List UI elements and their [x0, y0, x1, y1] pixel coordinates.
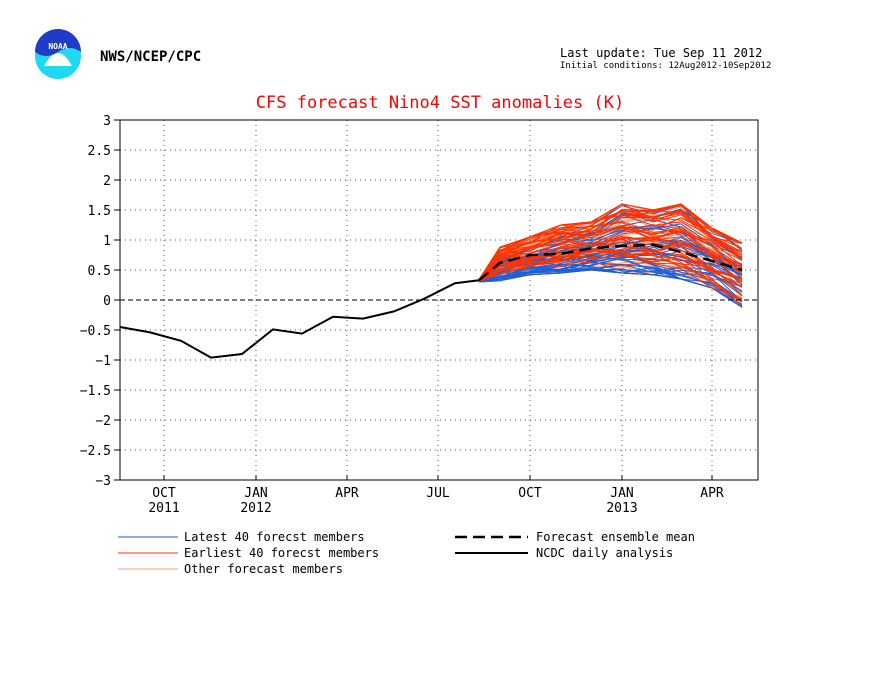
- x-tick-label: JAN: [610, 486, 633, 501]
- last-update-label: Last update: Tue Sep 11 2012: [560, 46, 762, 60]
- member-line-earliest: [478, 211, 743, 281]
- y-tick-label: −1.5: [80, 384, 111, 399]
- grid-layer: [120, 120, 758, 480]
- member-line-earliest: [478, 209, 743, 282]
- y-tick-label: 2.5: [88, 144, 111, 159]
- member-line-latest: [478, 250, 743, 283]
- legend-label-other: Other forecast members: [184, 562, 343, 576]
- agency-label: NWS/NCEP/CPC: [100, 49, 201, 65]
- member-line-earliest: [478, 242, 743, 282]
- observed-series-line: [119, 279, 480, 359]
- legend-label-mean: Forecast ensemble mean: [536, 530, 695, 544]
- legend-label-observed: NCDC daily analysis: [536, 546, 673, 560]
- y-tick-label: −2.5: [80, 444, 111, 459]
- y-tick-label: −3: [95, 474, 111, 489]
- plot-frame: [119, 119, 759, 481]
- y-tick-label: 3: [103, 114, 111, 129]
- legend-label-earliest: Earliest 40 forecst members: [184, 546, 379, 560]
- x-tick-label: JAN: [244, 486, 267, 501]
- legend-label-latest: Latest 40 forecst members: [184, 530, 365, 544]
- y-tick-label: −1: [95, 354, 111, 369]
- x-tick-year-label: 2013: [606, 501, 637, 516]
- x-tick-label: OCT: [152, 486, 176, 501]
- x-tick-label: OCT: [518, 486, 542, 501]
- initial-conditions-label: Initial conditions: 12Aug2012-10Sep2012: [560, 61, 771, 71]
- member-line-earliest: [478, 230, 743, 281]
- noaa-logo: NOAA: [35, 29, 81, 79]
- y-axis-ticks: −3 −2.5 −2 −1.5 −1 −0.5 0 0.5 1 1.5 2 2.5 3: [80, 114, 120, 489]
- forecast-members: [478, 203, 743, 308]
- y-tick-label: 2: [103, 174, 111, 189]
- member-line-earliest: [478, 249, 743, 307]
- member-line-earliest: [478, 248, 743, 299]
- legend: Latest 40 forecst members Earliest 40 fo…: [118, 530, 695, 576]
- x-tick-label: APR: [335, 486, 359, 501]
- ensemble-mean-line: [478, 243, 743, 282]
- x-tick-label: APR: [700, 486, 724, 501]
- x-tick-year-label: 2011: [148, 501, 179, 516]
- member-line-latest: [478, 257, 743, 301]
- chart-title: CFS forecast Nino4 SST anomalies (K): [256, 93, 624, 113]
- y-tick-label: −0.5: [80, 324, 111, 339]
- y-tick-label: −2: [95, 414, 111, 429]
- x-tick-year-label: 2012: [240, 501, 271, 516]
- logo-sky: [35, 29, 81, 56]
- y-tick-label: 1: [103, 234, 111, 249]
- member-line-earliest: [478, 227, 743, 281]
- logo-gull: [44, 53, 72, 66]
- y-tick-label: 0: [103, 294, 111, 309]
- logo-text: NOAA: [48, 42, 67, 51]
- member-line-earliest: [478, 203, 743, 280]
- y-tick-label: 0.5: [88, 264, 111, 279]
- member-line-earliest: [478, 214, 743, 281]
- member-line-earliest: [478, 209, 743, 281]
- x-tick-label: JUL: [426, 486, 450, 501]
- member-line-latest: [478, 267, 743, 308]
- member-line-earliest: [478, 237, 743, 285]
- y-tick-label: 1.5: [88, 204, 111, 219]
- member-line-earliest: [478, 243, 743, 285]
